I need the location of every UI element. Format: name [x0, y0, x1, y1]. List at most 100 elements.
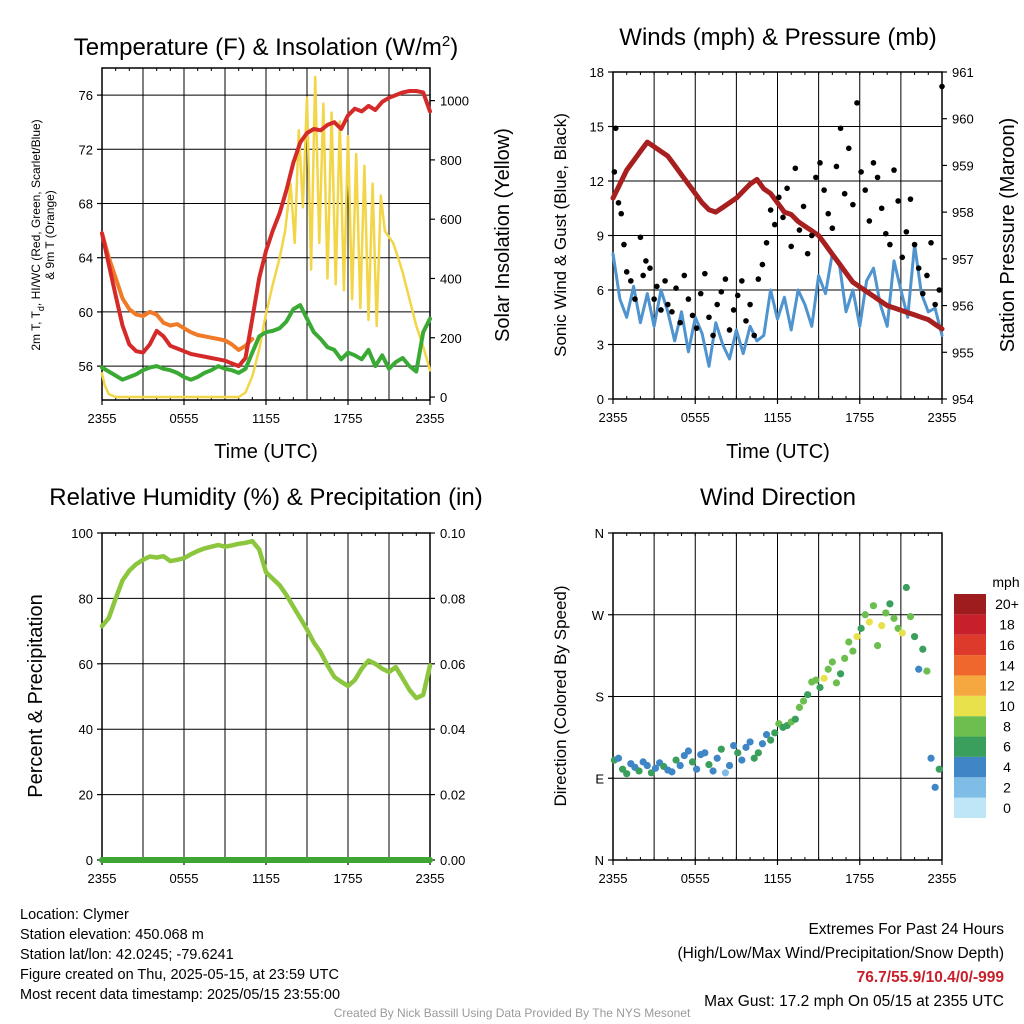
gust-point	[611, 169, 618, 175]
gust-point	[792, 165, 799, 172]
colorbar-label: 16	[999, 637, 1015, 653]
colorbar-swatch	[954, 675, 986, 696]
winds-frame	[612, 71, 943, 400]
direction-point	[865, 618, 873, 626]
direction-point	[845, 638, 853, 646]
temperature-y2tick-label: 200	[440, 331, 462, 346]
direction-xtick-label: 1755	[845, 871, 874, 886]
direction-point	[804, 691, 812, 699]
direction-point	[836, 670, 845, 678]
gust-point	[776, 194, 782, 201]
direction-point	[832, 679, 841, 687]
winds-xtick-label: 1755	[845, 410, 874, 425]
gust-point	[763, 239, 770, 246]
gust-point	[706, 314, 712, 321]
gust-point	[813, 174, 819, 181]
winds-ytick-label: 15	[590, 120, 604, 135]
gust-point	[878, 205, 885, 212]
winds-xtick-label: 0555	[681, 410, 710, 425]
temperature-panel-title: Temperature (F) & Insolation (W/m2)	[74, 33, 458, 61]
direction-point	[676, 761, 684, 770]
direction-point	[910, 632, 919, 641]
temperature-y2tick-label: 0	[440, 390, 447, 405]
gust-point	[907, 196, 914, 202]
gust-point	[730, 307, 737, 313]
direction-point	[931, 783, 939, 791]
direction-point	[824, 665, 832, 673]
gust-point	[647, 265, 653, 272]
direction-point	[705, 761, 713, 769]
colorbar-swatch	[954, 695, 986, 717]
gust-point	[722, 276, 729, 282]
direction-ytick-label: N	[595, 853, 604, 868]
winds-xtick-label: 1155	[764, 410, 792, 425]
gust-point	[618, 210, 625, 217]
gust-point	[739, 278, 745, 284]
gust-point	[685, 296, 692, 302]
winds-ytick-label: 9	[597, 229, 604, 244]
gust-point	[829, 225, 836, 232]
gust-point	[734, 292, 741, 299]
winds-y2tick-label: 959	[952, 158, 974, 173]
direction-point	[651, 764, 660, 772]
humidity-ytick-label: 20	[79, 788, 93, 803]
winds-xtick-label: 2355	[599, 410, 628, 425]
gust-point	[920, 290, 926, 297]
temperature-xtick-label: 1755	[334, 411, 363, 426]
humidity-ytick-label: 0	[86, 853, 93, 868]
colorbar-swatch	[954, 614, 986, 635]
gust-point	[747, 301, 753, 308]
direction-point	[841, 654, 849, 662]
direction-point	[684, 747, 692, 755]
colorbar-label: 20+	[995, 596, 1019, 612]
humidity-ytick-label: 80	[79, 591, 93, 606]
humidity-xtick-label: 0555	[170, 871, 199, 886]
direction-xtick-label: 0555	[681, 871, 710, 886]
humidity-axes: 0 20 40 60 80 100 2355 0555 1155 1755 2355 0.00 0.02…	[71, 526, 465, 886]
direction-point	[812, 676, 820, 684]
temperature-xlabel: Time (UTC)	[214, 441, 318, 463]
direction-point	[709, 767, 717, 775]
pressure-ylabel: Station Pressure (Maroon)	[997, 118, 1019, 353]
station-elevation: Station elevation: 450.068 m	[20, 927, 204, 943]
direction-point	[906, 612, 915, 621]
gust-point	[771, 221, 778, 228]
winds-y2tick-label: 960	[952, 112, 974, 127]
direction-point	[873, 642, 882, 650]
gust-point	[796, 227, 803, 233]
figure-created: Figure created on Thu, 2025-05-15, at 23…	[20, 967, 339, 983]
winds-ytick-label: 12	[590, 174, 604, 189]
gust-point	[800, 203, 807, 210]
direction-ytick-label: S	[595, 690, 604, 705]
direction-point	[861, 611, 869, 619]
winds-xlabel: Time (UTC)	[726, 441, 830, 463]
gust-point	[895, 198, 901, 204]
direction-point	[701, 749, 709, 757]
winds-xtick-label: 2355	[928, 410, 957, 425]
gust-point	[759, 261, 766, 268]
direction-point	[738, 756, 746, 764]
colorbar-swatch	[954, 797, 986, 818]
colorbar-label: 0	[1003, 800, 1011, 816]
gust-point	[651, 296, 657, 302]
gust-point	[825, 210, 832, 217]
direction-point	[688, 758, 697, 766]
temperature-ytick-label: 68	[79, 197, 93, 212]
temperature-series-2	[100, 303, 432, 382]
gust-point	[936, 287, 943, 293]
direction-point	[902, 583, 910, 592]
colorbar-title: mph	[992, 574, 1019, 590]
gust-point	[665, 301, 671, 308]
direction-point	[857, 624, 865, 632]
direction-point	[635, 767, 643, 775]
winds-ylabel: Sonic Wind & Gust (Blue, Black)	[551, 113, 570, 357]
winds-y2tick-label: 961	[952, 65, 974, 80]
direction-point	[762, 731, 771, 739]
colorbar-label: 12	[999, 678, 1015, 694]
humidity-y2tick-label: 0.04	[440, 722, 465, 737]
direction-point	[886, 600, 894, 608]
colorbar-swatch	[954, 756, 986, 778]
direction-point	[898, 629, 906, 637]
winds-ytick-label: 0	[597, 392, 604, 407]
